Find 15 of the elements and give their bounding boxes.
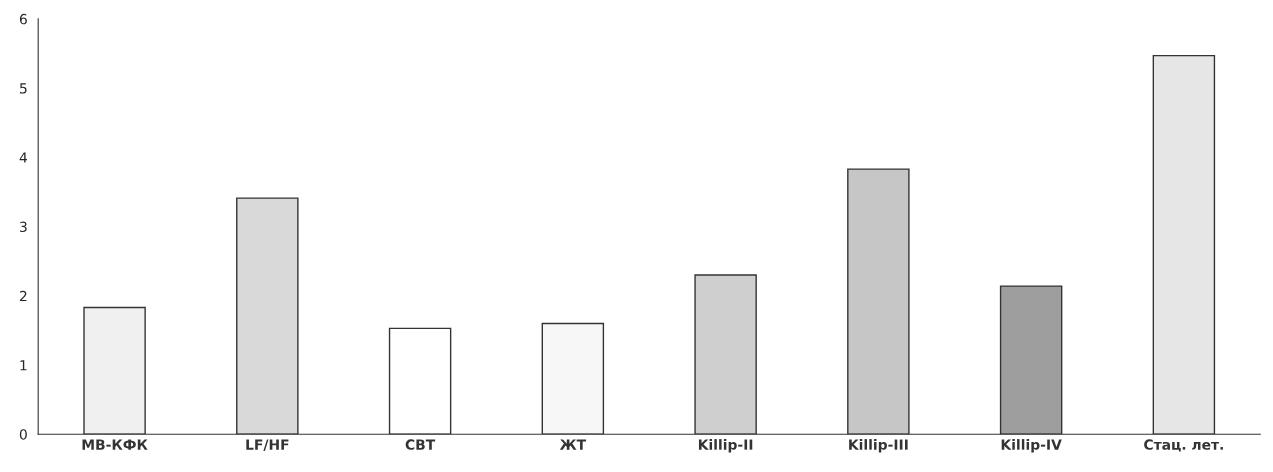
x-tick-label: Killip-II <box>698 439 753 453</box>
y-tick-label: 4 <box>19 152 27 163</box>
x-tick-label: Killip-IV <box>1001 439 1062 453</box>
x-tick-label: Стац. лет. <box>1144 439 1223 452</box>
x-tick-label: СВТ <box>405 439 436 450</box>
y-tick-label: 3 <box>20 221 27 233</box>
x-tick-label: МВ-КФК <box>82 439 148 450</box>
y-tick-label: 0 <box>19 429 27 440</box>
x-tick-label: LF/HF <box>246 439 289 451</box>
y-tick-label: 5 <box>20 83 27 94</box>
y-tick-label: 2 <box>19 290 27 302</box>
y-tick-label: 1 <box>20 360 27 371</box>
y-tick-label: 6 <box>19 13 27 25</box>
x-tick-label: ЖТ <box>559 439 587 450</box>
x-tick-label: Killip-III <box>849 439 908 453</box>
